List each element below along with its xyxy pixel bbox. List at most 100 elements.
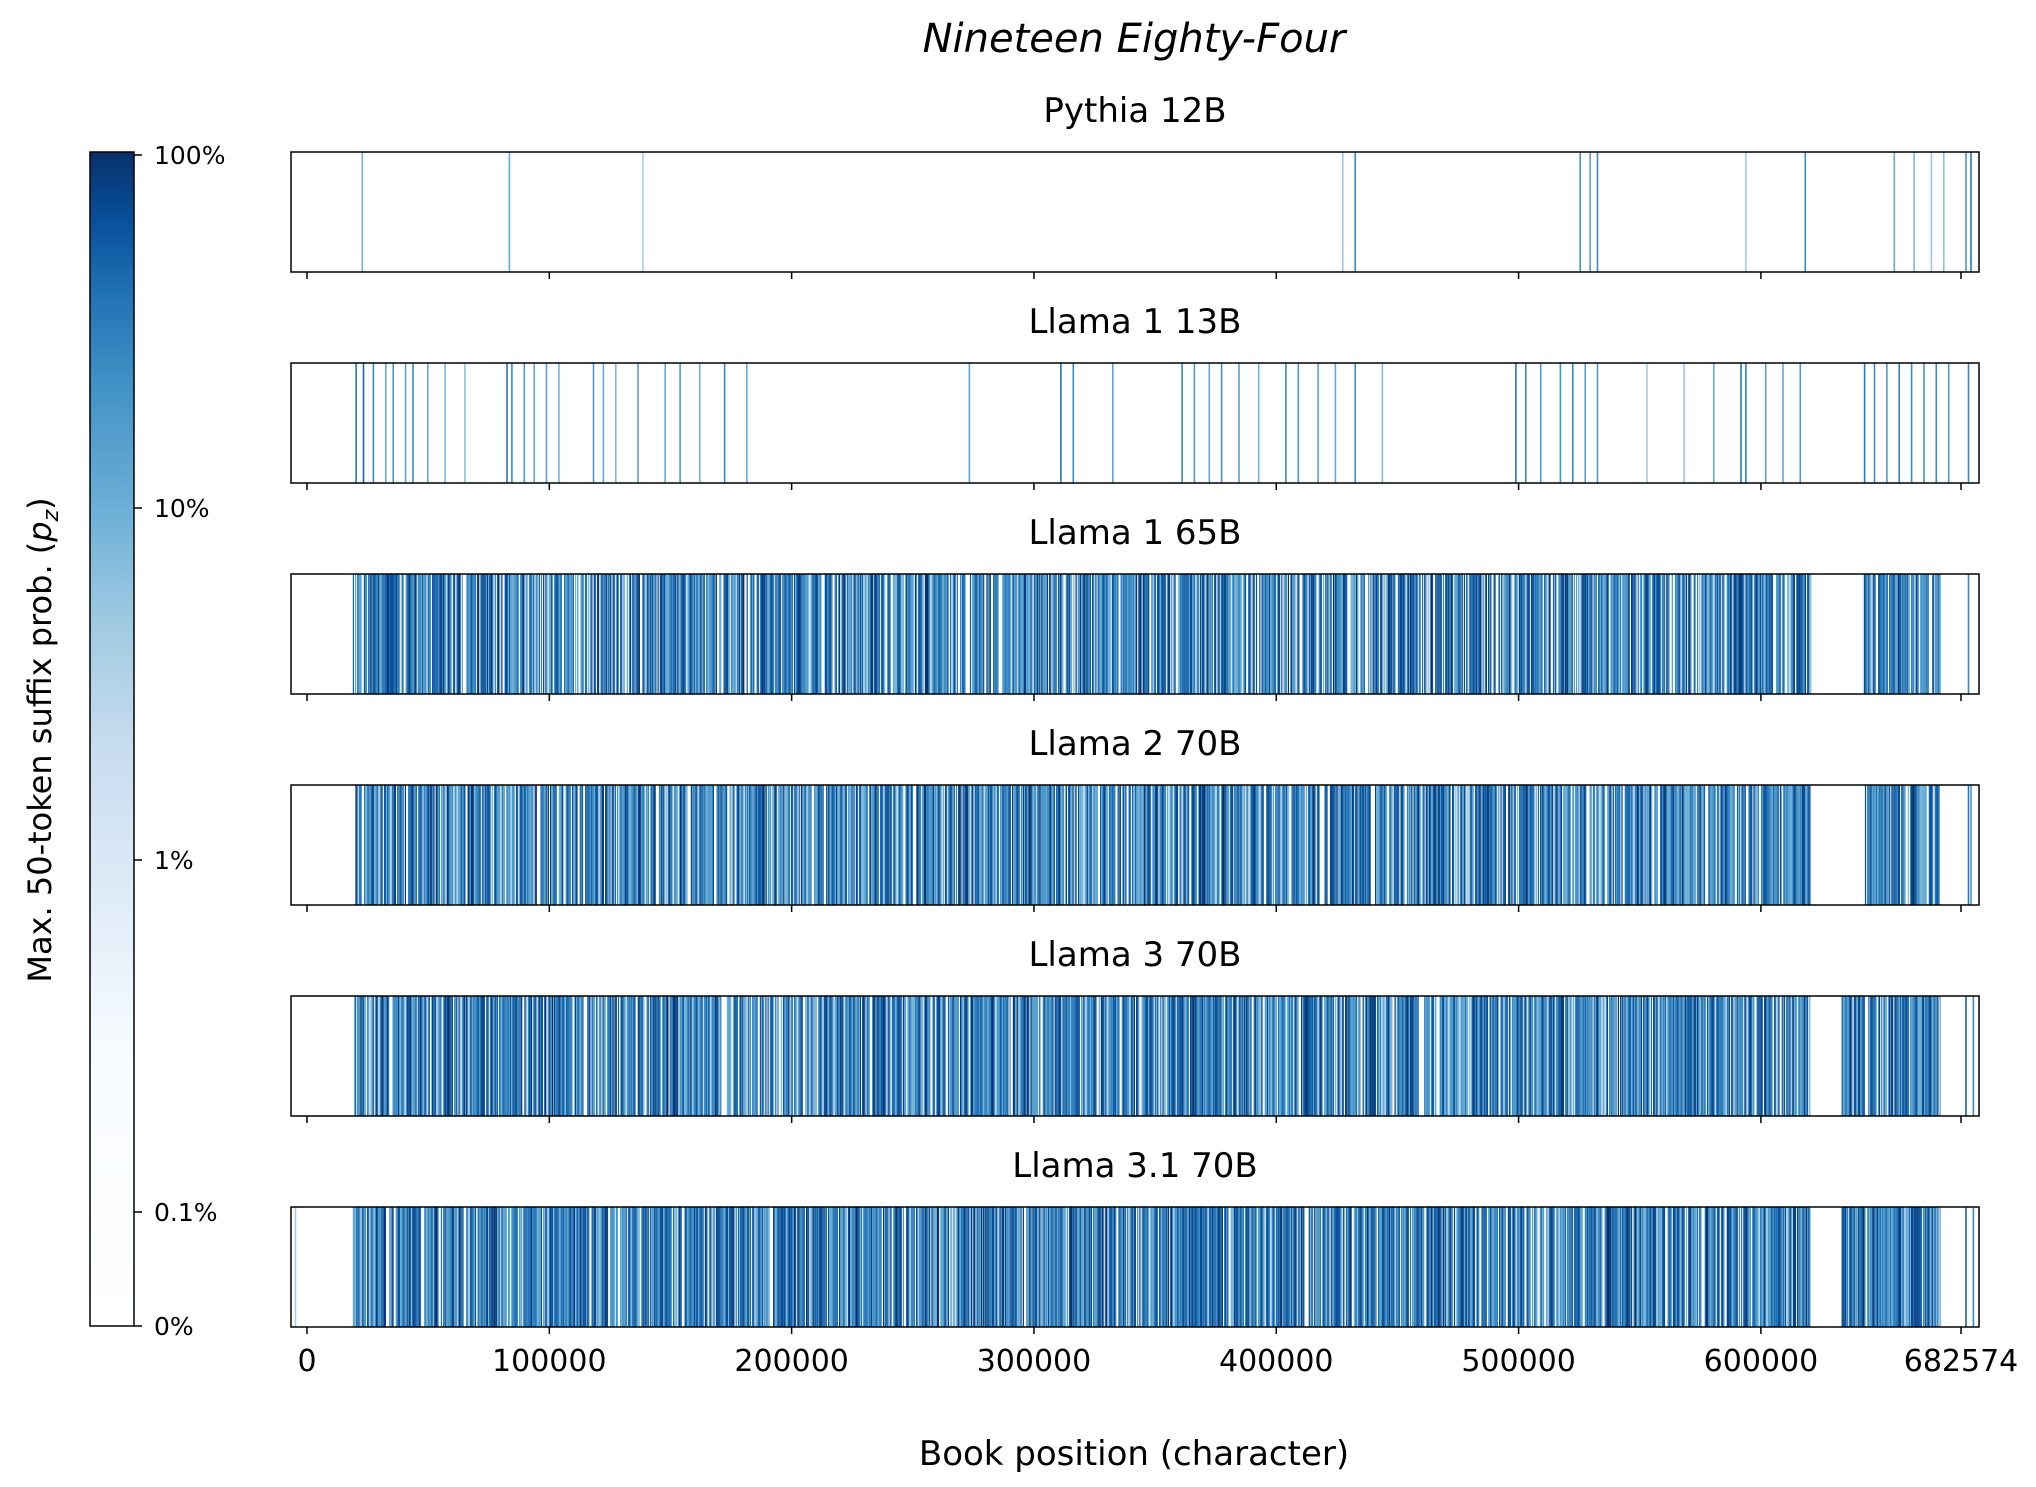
memorization-stripe: [1410, 785, 1413, 905]
memorization-stripe: [785, 996, 787, 1116]
panel-title: Llama 3.1 70B: [1012, 1146, 1257, 1186]
memorization-stripe: [1689, 1207, 1691, 1327]
memorization-stripe: [1781, 996, 1784, 1116]
memorization-stripe: [482, 574, 484, 694]
memorization-stripe: [1288, 785, 1290, 905]
memorization-stripe: [666, 996, 669, 1116]
memorization-stripe: [1704, 1207, 1706, 1327]
memorization-stripe: [1204, 1207, 1207, 1327]
memorization-stripe: [1328, 996, 1330, 1116]
memorization-stripe: [631, 1207, 633, 1327]
memorization-stripe: [1600, 996, 1602, 1116]
memorization-stripe: [1183, 1207, 1185, 1327]
memorization-stripe: [1213, 785, 1215, 905]
memorization-stripe: [978, 996, 980, 1116]
memorization-stripe: [737, 785, 739, 905]
memorization-stripe: [1736, 996, 1738, 1116]
memorization-stripe: [1324, 785, 1326, 905]
memorization-stripe: [1892, 1207, 1895, 1327]
memorization-stripe: [719, 574, 722, 694]
memorization-stripe: [1623, 574, 1625, 694]
memorization-stripe: [856, 785, 859, 905]
memorization-stripe: [1750, 996, 1753, 1116]
memorization-stripe: [1373, 574, 1375, 694]
memorization-stripe: [1787, 1207, 1789, 1327]
memorization-stripe: [667, 574, 669, 694]
memorization-stripe: [835, 574, 837, 694]
memorization-stripe: [1495, 996, 1497, 1116]
memorization-stripe: [1849, 1207, 1851, 1327]
memorization-stripe: [1365, 785, 1367, 905]
memorization-stripe: [1604, 574, 1606, 694]
memorization-stripe: [458, 996, 460, 1116]
memorization-stripe: [1554, 574, 1556, 694]
memorization-stripe: [386, 574, 389, 694]
memorization-stripe: [931, 574, 933, 694]
memorization-stripe: [1076, 1207, 1078, 1327]
memorization-stripe: [1799, 363, 1802, 483]
memorization-stripe: [372, 785, 375, 905]
memorization-stripe: [733, 1207, 735, 1327]
memorization-stripe: [520, 1207, 522, 1327]
memorization-stripe: [1282, 785, 1284, 905]
memorization-stripe: [377, 996, 379, 1116]
memorization-stripe: [521, 785, 523, 905]
memorization-stripe: [962, 785, 964, 905]
memorization-stripe: [1330, 1207, 1332, 1327]
memorization-stripe: [611, 785, 613, 905]
memorization-stripe: [1574, 1207, 1577, 1327]
memorization-stripe: [1266, 1207, 1269, 1327]
memorization-stripe: [743, 996, 745, 1116]
memorization-stripe: [982, 785, 984, 905]
memorization-stripe: [733, 785, 735, 905]
memorization-stripe: [683, 785, 685, 905]
memorization-stripe: [1897, 574, 1900, 694]
memorization-stripe: [1281, 785, 1283, 905]
memorization-stripe: [1337, 574, 1339, 694]
memorization-stripe: [581, 785, 584, 905]
memorization-stripe: [1384, 785, 1387, 905]
memorization-stripe: [1761, 785, 1763, 905]
memorization-stripe: [977, 1207, 979, 1327]
memorization-stripe: [1174, 996, 1176, 1116]
memorization-stripe: [1204, 785, 1206, 905]
memorization-stripe: [1237, 1207, 1239, 1327]
memorization-stripe: [1516, 785, 1519, 905]
memorization-stripe: [1907, 1207, 1909, 1327]
memorization-stripe: [435, 785, 438, 905]
memorization-stripe: [1915, 574, 1918, 694]
memorization-stripe: [1873, 363, 1876, 483]
memorization-stripe: [412, 1207, 414, 1327]
memorization-stripe: [1294, 785, 1297, 905]
memorization-stripe: [573, 996, 576, 1116]
memorization-stripe: [545, 363, 548, 483]
memorization-stripe: [1095, 785, 1097, 905]
memorization-stripe: [1653, 996, 1655, 1116]
memorization-stripe: [1252, 785, 1255, 905]
memorization-stripe: [1174, 785, 1176, 905]
memorization-stripe: [907, 574, 909, 694]
memorization-stripe: [378, 1207, 381, 1327]
memorization-stripe: [896, 574, 898, 694]
memorization-stripe: [1519, 785, 1521, 905]
memorization-stripe: [1174, 574, 1176, 694]
memorization-stripe: [1649, 1207, 1651, 1327]
memorization-stripe: [1155, 996, 1157, 1116]
memorization-stripe: [1351, 574, 1353, 694]
memorization-stripe: [1902, 574, 1904, 694]
memorization-stripe: [1874, 996, 1876, 1116]
memorization-stripe: [987, 996, 989, 1116]
memorization-stripe: [558, 574, 560, 694]
memorization-stripe: [408, 574, 411, 694]
memorization-stripe: [886, 1207, 888, 1327]
memorization-stripe: [1893, 1207, 1896, 1327]
memorization-stripe: [492, 996, 494, 1116]
memorization-stripe: [1550, 996, 1553, 1116]
memorization-stripe: [839, 785, 841, 905]
memorization-stripe: [691, 785, 694, 905]
memorization-stripe: [977, 574, 979, 694]
memorization-stripe: [550, 1207, 553, 1327]
memorization-stripe: [1965, 1207, 1967, 1327]
memorization-stripe: [720, 996, 722, 1116]
memorization-stripe: [485, 1207, 488, 1327]
